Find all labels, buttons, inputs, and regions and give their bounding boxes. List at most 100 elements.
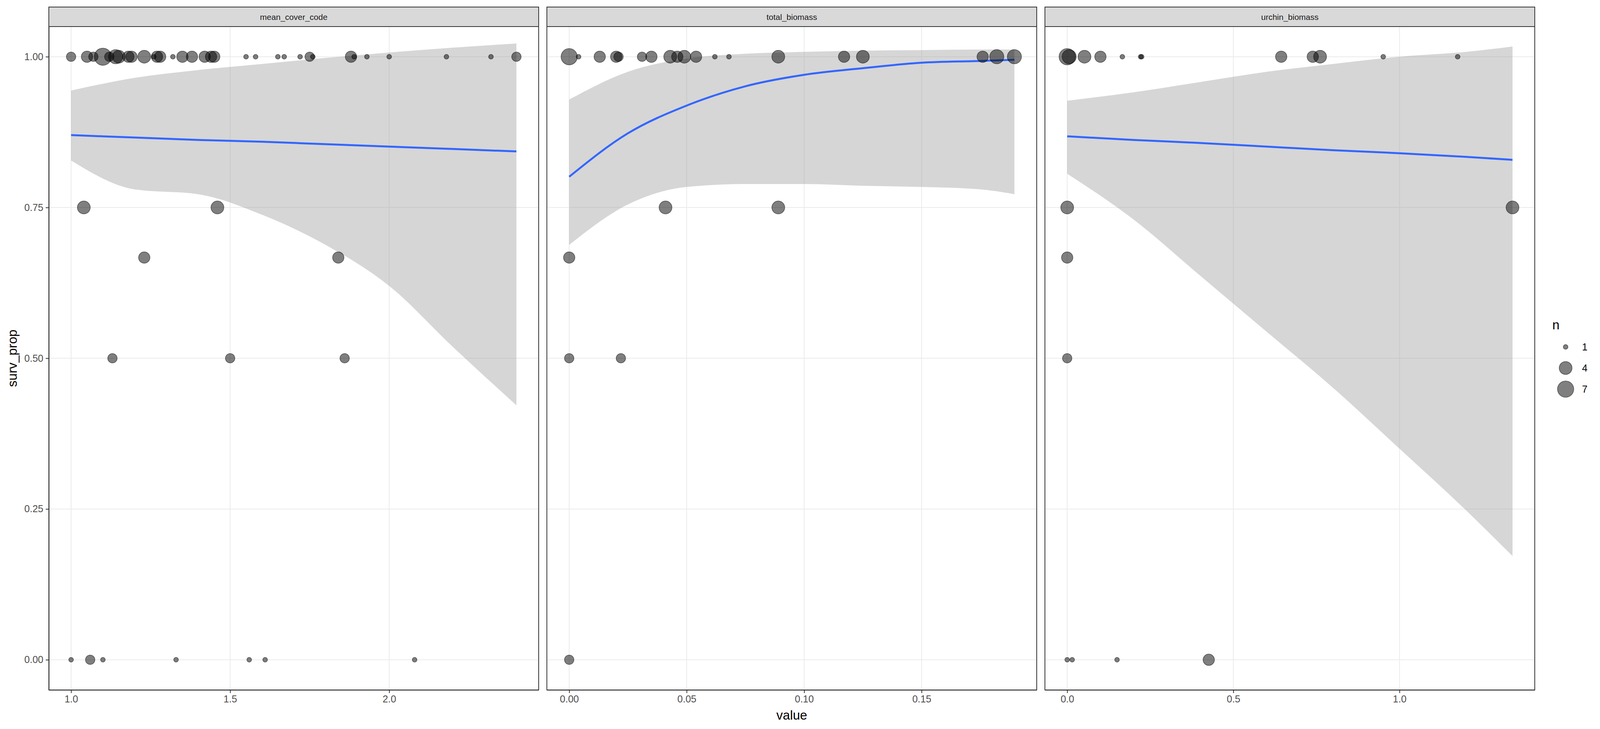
point (564, 353, 574, 363)
tick-label: 1.0 (1392, 693, 1407, 705)
point (658, 201, 672, 215)
tick-label: 2.0 (382, 693, 397, 705)
panel: mean_cover_code 1.0 1.5 2.0 0.00 0.25 0.50 0.75… (24, 7, 539, 705)
confidence-band (1067, 46, 1513, 556)
point (1061, 251, 1073, 264)
point (511, 51, 522, 62)
point (125, 51, 138, 63)
panel: total_biomass0.000.050.100.15 (546, 7, 1038, 705)
axis-line (1045, 689, 1536, 691)
panel-border (1044, 26, 1535, 690)
point (771, 201, 785, 215)
point (1313, 50, 1327, 64)
x-tick: 0.05 (677, 689, 697, 705)
fit-line (71, 135, 517, 152)
confidence-band (569, 49, 1015, 245)
point (66, 51, 76, 62)
data-layer (560, 48, 1022, 665)
point (1506, 201, 1520, 215)
point (208, 51, 220, 63)
point (243, 54, 249, 59)
x-tick: 0.0 (1060, 689, 1075, 705)
tick-label: 0.5 (1226, 693, 1241, 705)
panel-background (48, 26, 539, 690)
point (107, 353, 118, 363)
tick-mark (45, 508, 49, 510)
point (345, 51, 357, 63)
strip (1044, 7, 1535, 27)
point (444, 54, 449, 59)
tick-label: 1.00 (24, 51, 44, 63)
tick-label: 0.50 (24, 352, 44, 364)
legend: n147 (1552, 317, 1588, 398)
tick-mark (921, 689, 923, 693)
panel: urchin_biomass0.00.51.0 (1044, 7, 1536, 705)
x-tick: 0.00 (559, 689, 579, 705)
point (138, 251, 150, 264)
grid (1044, 26, 1535, 690)
legend-key (1557, 380, 1574, 398)
data-layer (1058, 46, 1519, 666)
strip-label: mean_cover_code (260, 12, 328, 22)
x-tick: 1.0 (64, 689, 79, 705)
tick-label: 0.75 (24, 201, 44, 213)
point (771, 50, 785, 64)
point (351, 54, 357, 59)
tick-mark (45, 358, 49, 359)
y-tick: 1.00 (24, 51, 49, 63)
tick-label: 1.5 (223, 693, 238, 705)
point (1119, 54, 1125, 59)
tick-mark (45, 207, 49, 209)
point (677, 50, 691, 64)
point (637, 51, 647, 62)
fit-line (569, 59, 1015, 177)
tick-label: 0.00 (559, 693, 579, 705)
strip (48, 7, 539, 27)
point (1275, 51, 1287, 63)
y-tick: 0.25 (24, 503, 49, 515)
y-axis-title: surv_prop (5, 329, 20, 388)
point (613, 51, 624, 62)
point (253, 54, 258, 59)
point (137, 50, 151, 64)
point (1062, 353, 1072, 363)
fit-line (1067, 136, 1513, 160)
tick-mark (1067, 689, 1068, 693)
tick-mark (389, 689, 390, 693)
panel-border (546, 26, 1037, 690)
y-tick: 0.75 (24, 201, 49, 213)
point (1064, 657, 1070, 663)
axis-line (49, 689, 540, 691)
point (560, 48, 578, 65)
tick-mark (45, 56, 49, 58)
point (576, 54, 581, 59)
x-axis: 0.000.050.100.15 (547, 689, 1038, 705)
point (77, 201, 91, 215)
axis-line (547, 689, 1038, 691)
point (1094, 51, 1107, 63)
point (645, 51, 658, 63)
point (1069, 657, 1075, 663)
point (173, 657, 179, 663)
tick-label: 0.15 (912, 693, 932, 705)
chart: mean_cover_code 1.0 1.5 2.0 0.00 0.25 0.50 0.75… (0, 0, 1600, 729)
point (989, 49, 1004, 64)
strip (546, 7, 1037, 27)
tick-mark (803, 689, 805, 693)
point (282, 54, 287, 59)
point (339, 353, 350, 363)
point (210, 201, 224, 215)
grid-line (48, 508, 539, 510)
y-tick: 0.00 (24, 653, 49, 665)
point (412, 657, 417, 663)
tick-label: 0.05 (677, 693, 697, 705)
strip-label: total_biomass (766, 12, 818, 22)
tick-label: 0.25 (24, 503, 44, 515)
grid-line (48, 659, 539, 661)
tick-mark (569, 689, 570, 693)
point (1114, 657, 1120, 663)
x-axis: 0.0 0.5 1.0 (1045, 689, 1536, 705)
legend-title: n (1552, 317, 1560, 333)
x-tick: 1.5 (223, 689, 238, 705)
grid (546, 26, 1037, 690)
